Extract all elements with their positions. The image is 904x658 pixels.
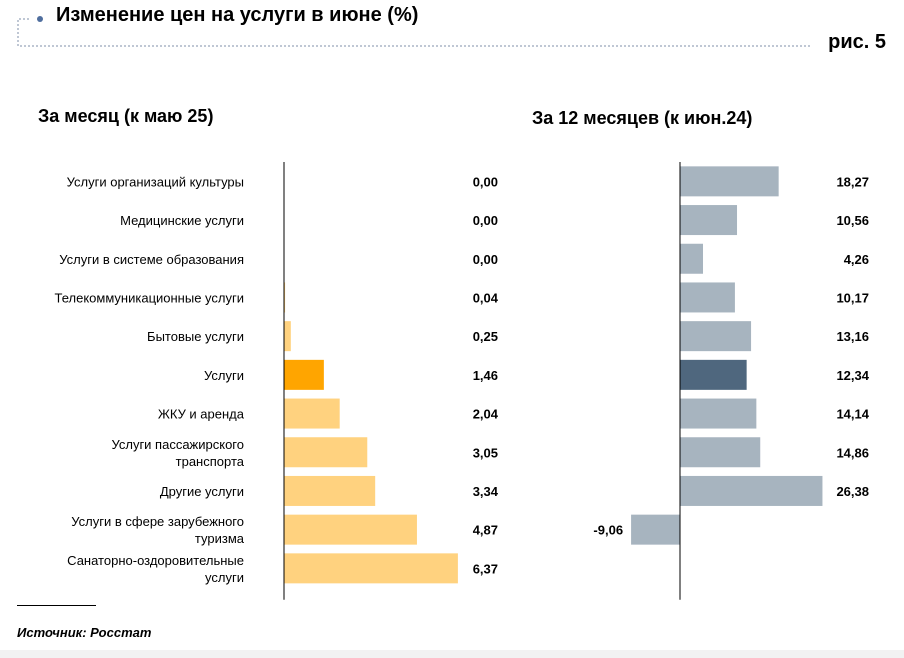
bar (680, 166, 779, 197)
data-label: -9,06 (593, 523, 623, 538)
data-label: 0,25 (473, 329, 498, 344)
bar (680, 205, 738, 236)
bar (284, 359, 324, 390)
bar (284, 398, 340, 429)
bar (680, 398, 757, 429)
data-label: 10,56 (836, 213, 869, 228)
data-label: 3,34 (473, 484, 499, 499)
data-label: 0,00 (473, 174, 498, 189)
data-label: 2,04 (473, 407, 499, 422)
category-label: Услуги организаций культуры (67, 174, 244, 189)
bar (680, 475, 823, 506)
bar (284, 321, 291, 352)
bar (680, 359, 747, 390)
data-label: 4,87 (473, 523, 498, 538)
bar (284, 437, 368, 468)
category-label: Медицинские услуги (120, 213, 244, 228)
data-label: 18,27 (836, 174, 869, 189)
data-label: 6,37 (473, 561, 498, 576)
accent-dot (37, 16, 43, 22)
bar (284, 553, 458, 584)
data-label: 1,46 (473, 368, 498, 383)
bottom-band (0, 650, 904, 658)
data-label: 0,04 (473, 290, 499, 305)
chart-title: Изменение цен на услуги в июне (%) (56, 4, 419, 26)
category-label: Услуги в системе образования (59, 252, 244, 267)
bar (680, 321, 752, 352)
bar (680, 437, 761, 468)
data-label: 14,86 (836, 445, 869, 460)
data-label: 0,00 (473, 213, 498, 228)
category-label: ЖКУ и аренда (158, 407, 245, 422)
category-label: Услуги пассажирского транспорта (111, 437, 244, 469)
bar (680, 282, 735, 313)
data-label: 3,05 (473, 445, 498, 460)
source-note: Источник: Росстат (17, 625, 152, 640)
data-label: 4,26 (844, 252, 869, 267)
bar (284, 514, 417, 545)
category-label: Бытовые услуги (147, 329, 244, 344)
bar (284, 282, 286, 313)
category-label: Другие услуги (160, 484, 244, 499)
category-label: Услуги (204, 368, 244, 383)
right-panel-title: За 12 месяцев (к июн.24) (532, 108, 753, 128)
data-label: 26,38 (836, 484, 869, 499)
header-decoration (17, 16, 812, 47)
left-panel-title: За месяц (к маю 25) (38, 106, 214, 126)
bar (631, 514, 680, 545)
data-label: 13,16 (836, 329, 869, 344)
source-divider (17, 605, 96, 606)
category-label: Телекоммуникационные услуги (55, 290, 244, 305)
figure-label: рис. 5 (828, 31, 886, 53)
bar (284, 475, 376, 506)
category-label: Услуги в сфере зарубежного туризма (71, 514, 244, 546)
data-label: 0,00 (473, 252, 498, 267)
category-label: Санаторно-оздоровительные услуги (67, 553, 244, 585)
data-label: 14,14 (836, 407, 869, 422)
data-label: 10,17 (836, 290, 869, 305)
data-label: 12,34 (836, 368, 869, 383)
bar (680, 243, 704, 274)
